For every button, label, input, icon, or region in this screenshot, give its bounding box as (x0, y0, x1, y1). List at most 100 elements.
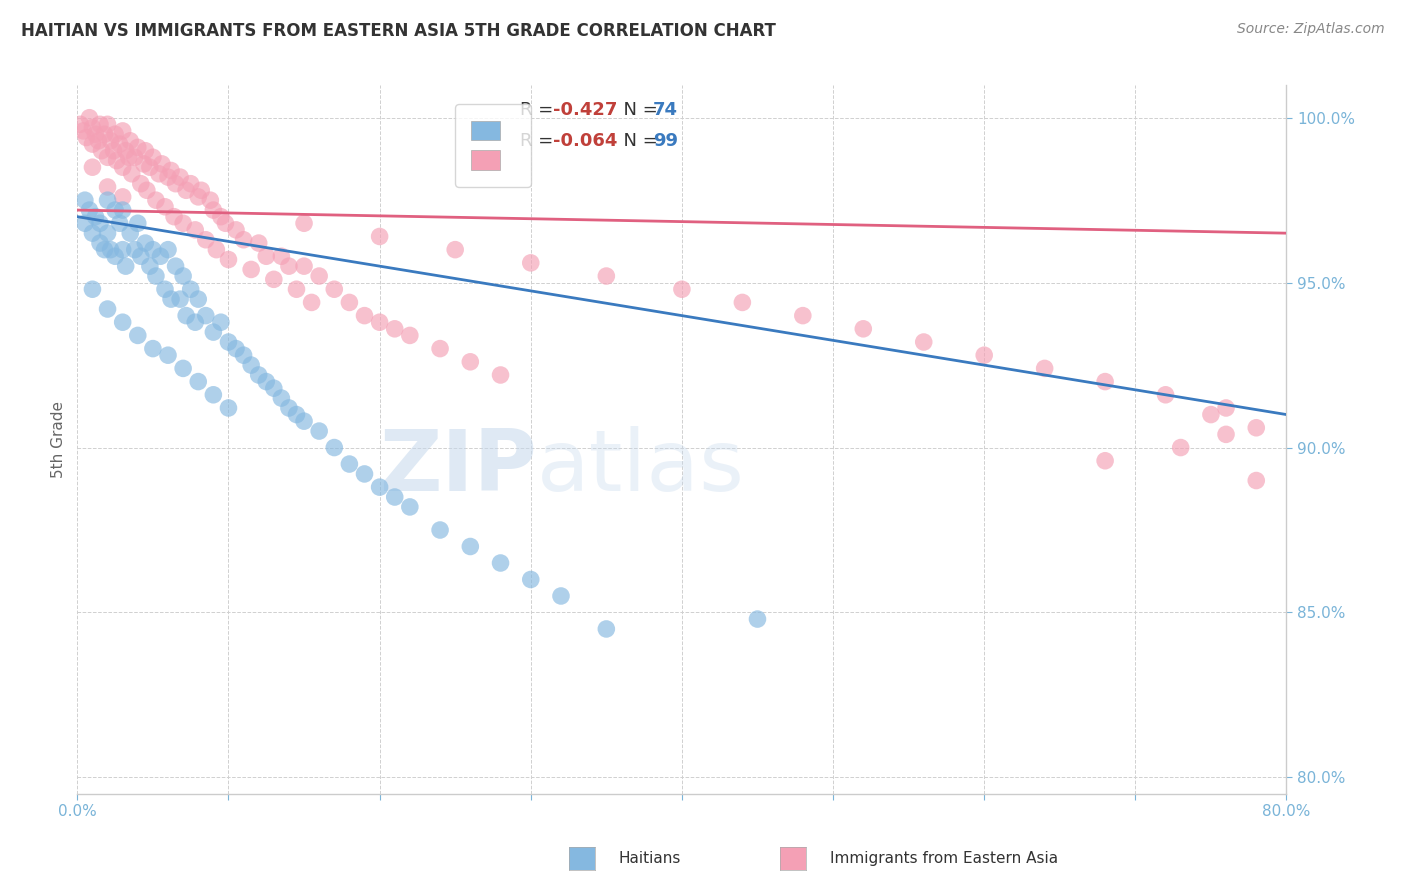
Point (174, 309, 197, 323)
Point (142, 342, 165, 356)
Point (104, 249, 127, 263)
Point (142, 243, 165, 257)
Point (308, 424, 330, 438)
Point (337, 457, 360, 471)
Point (184, 223, 207, 237)
Point (1033, 361, 1056, 376)
Point (263, 381, 285, 395)
Point (72, 124, 94, 138)
Point (202, 325, 225, 339)
Point (747, 612, 769, 626)
Point (595, 268, 617, 283)
Point (368, 480, 391, 494)
Point (100, 243, 122, 257)
Point (120, 226, 142, 240)
Point (194, 309, 217, 323)
Point (1199, 408, 1222, 422)
Point (114, 144, 136, 158)
Point (114, 259, 136, 273)
Point (111, 160, 134, 174)
Point (89, 235, 111, 250)
Point (232, 348, 254, 362)
Point (93, 127, 115, 141)
Point (1215, 401, 1237, 415)
Point (174, 183, 197, 197)
Text: ZIP: ZIP (380, 426, 537, 509)
Point (550, 589, 572, 603)
Point (93, 243, 115, 257)
Point (139, 160, 162, 174)
Point (301, 295, 323, 310)
Point (111, 190, 134, 204)
Point (1094, 375, 1116, 389)
Point (96, 180, 118, 194)
Point (153, 200, 176, 214)
Point (163, 210, 186, 224)
Point (100, 134, 122, 148)
Point (278, 259, 301, 273)
Point (200, 193, 222, 207)
Point (184, 315, 207, 329)
Point (84, 127, 107, 141)
Point (285, 282, 308, 296)
Point (429, 342, 451, 356)
Point (121, 167, 143, 181)
Point (90, 144, 112, 158)
Point (254, 249, 277, 263)
Point (489, 556, 512, 570)
Point (1094, 454, 1116, 468)
Point (180, 282, 202, 296)
Point (292, 259, 315, 273)
Point (218, 252, 240, 267)
Point (270, 391, 292, 405)
Point (148, 167, 170, 181)
Point (214, 216, 236, 230)
Point (285, 408, 308, 422)
Point (134, 235, 156, 250)
Point (82, 226, 104, 240)
Point (292, 414, 315, 428)
Y-axis label: 5th Grade: 5th Grade (51, 401, 66, 478)
Point (254, 375, 277, 389)
Point (160, 163, 183, 178)
Point (79, 111, 101, 125)
Point (172, 361, 194, 376)
Text: N =: N = (612, 132, 664, 150)
Point (111, 243, 134, 257)
Text: 74: 74 (652, 102, 678, 120)
Point (73, 216, 96, 230)
Point (172, 216, 194, 230)
Point (111, 203, 134, 218)
Point (132, 157, 155, 171)
Text: Haitians: Haitians (619, 851, 681, 865)
Point (308, 268, 330, 283)
Point (129, 249, 152, 263)
Point (1154, 388, 1177, 402)
Point (209, 315, 232, 329)
Point (104, 203, 127, 218)
Legend: , : , (456, 104, 531, 186)
Point (127, 216, 149, 230)
Point (190, 183, 212, 197)
Point (105, 153, 128, 168)
Point (82, 120, 104, 135)
Point (89, 216, 111, 230)
Point (139, 259, 162, 273)
Point (180, 177, 202, 191)
Point (172, 268, 194, 283)
Point (82, 160, 104, 174)
Point (153, 282, 176, 296)
Point (169, 170, 191, 185)
Point (520, 573, 543, 587)
Point (87, 134, 110, 148)
Point (157, 243, 180, 257)
Point (111, 315, 134, 329)
Point (165, 259, 187, 273)
Text: R =: R = (520, 132, 558, 150)
Point (912, 334, 935, 349)
Point (79, 203, 101, 218)
Point (120, 134, 142, 148)
Point (157, 348, 180, 362)
Point (852, 322, 875, 336)
Point (169, 292, 191, 306)
